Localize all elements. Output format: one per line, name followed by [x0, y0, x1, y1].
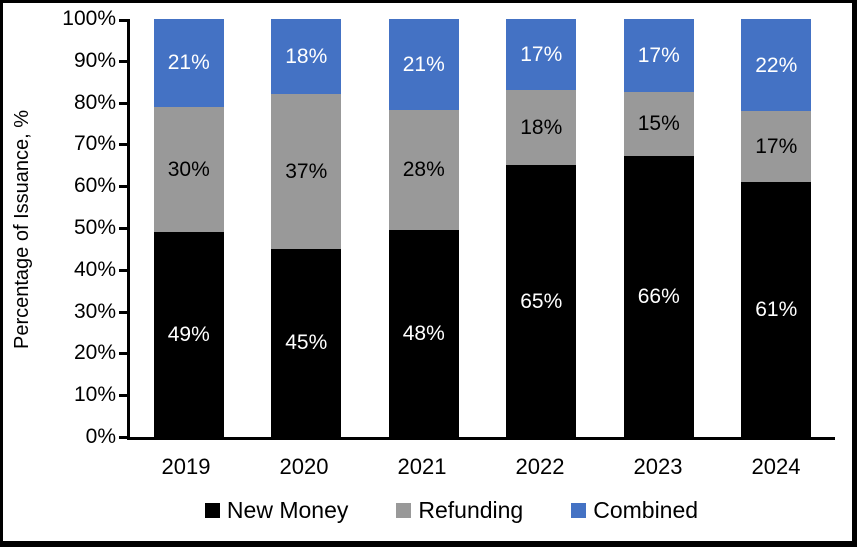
- bar-segment-label: 21%: [167, 51, 210, 75]
- bar-slot-2022: 65% 18% 17%: [483, 19, 601, 437]
- y-tick-label: 60%: [73, 174, 116, 198]
- y-tick-label: 0%: [85, 425, 116, 448]
- legend-label-combined: Combined: [593, 497, 699, 523]
- y-tick-label: 40%: [73, 257, 116, 281]
- y-axis-title-wrap: Percentage of Issuance, %: [3, 19, 43, 440]
- y-tick-mark: [119, 185, 127, 189]
- bar-segment-combined-2019: 21%: [153, 19, 224, 107]
- legend-swatch-combined: [571, 503, 587, 518]
- legend-label-refunding: Refunding: [418, 497, 524, 523]
- legend: New Money Refunding Combined: [51, 497, 852, 524]
- legend-item-refunding: Refunding: [396, 497, 523, 524]
- plot-area: 49% 30% 21% 45% 37% 18% 48% 28% 21% 65% 18% 17% 66% 1…: [62, 7, 835, 448]
- bar-segment-combined-2020: 18%: [271, 19, 342, 95]
- x-label-2019: 2019: [161, 454, 211, 479]
- legend-label-new-money: New Money: [226, 497, 349, 523]
- bars-container: 49% 30% 21% 45% 37% 18% 48% 28% 21% 65% 18% 17% 66% 1…: [130, 19, 835, 437]
- bar-slot-2021: 48% 28% 21%: [365, 19, 483, 437]
- bar-segment-refunding-2019: 30%: [153, 106, 224, 233]
- x-label-2022: 2022: [515, 454, 565, 479]
- bar-segment-label: 21%: [402, 52, 445, 76]
- y-tick-label: 80%: [73, 90, 116, 114]
- legend-swatch-refunding: [396, 503, 412, 518]
- y-axis-title: Percentage of Issuance, %: [11, 109, 34, 350]
- legend-item-new-money: New Money: [204, 497, 349, 524]
- y-tick-mark: [119, 19, 127, 22]
- x-label-2023: 2023: [633, 454, 683, 479]
- bar-2024: 61% 17% 22%: [741, 19, 812, 437]
- y-tick-label: 70%: [73, 132, 116, 156]
- bar-segment-label: 17%: [755, 135, 798, 158]
- x-label-2020: 2020: [279, 454, 329, 479]
- y-tick-mark: [119, 268, 127, 272]
- y-tick-mark: [119, 143, 127, 147]
- x-axis-labels: 2019 2020 2021 2022 2023 2024: [127, 454, 835, 480]
- y-tick-label: 30%: [73, 299, 116, 323]
- bar-segment-label: 30%: [167, 157, 210, 181]
- bar-segment-combined-2023: 17%: [623, 19, 694, 92]
- bar-slot-2023: 66% 15% 17%: [600, 19, 718, 437]
- bar-segment-label: 66%: [637, 284, 680, 308]
- bar-segment-label: 17%: [637, 43, 680, 67]
- bar-segment-refunding-2024: 17%: [741, 110, 812, 183]
- y-tick-mark: [119, 352, 127, 356]
- x-label-2024: 2024: [751, 454, 801, 479]
- y-tick-mark: [119, 394, 127, 398]
- bar-segment-label: 45%: [285, 331, 328, 355]
- bar-segment-label: 18%: [285, 45, 328, 69]
- y-tick-mark: [119, 310, 127, 314]
- bar-segment-label: 48%: [402, 322, 445, 346]
- bar-2023: 66% 15% 17%: [623, 19, 694, 437]
- bar-segment-refunding-2022: 18%: [506, 90, 577, 166]
- legend-swatch-new-money: [204, 503, 220, 518]
- y-tick-label: 90%: [73, 48, 116, 72]
- bar-segment-new-money-2022: 65%: [506, 165, 577, 437]
- legend-item-combined: Combined: [571, 497, 698, 524]
- y-tick-label: 100%: [62, 7, 116, 30]
- bar-segment-label: 49%: [167, 323, 210, 347]
- bar-segment-new-money-2021: 48%: [388, 230, 459, 437]
- y-tick-label: 50%: [73, 216, 116, 239]
- y-tick-label: 10%: [73, 383, 116, 407]
- bar-segment-label: 17%: [520, 43, 563, 67]
- bar-segment-label: 18%: [520, 116, 563, 140]
- bar-segment-label: 22%: [755, 53, 798, 77]
- x-label-2021: 2021: [397, 454, 447, 479]
- bar-2021: 48% 28% 21%: [388, 19, 459, 437]
- bar-segment-label: 37%: [285, 160, 328, 184]
- bar-segment-refunding-2023: 15%: [623, 91, 694, 156]
- bar-segment-new-money-2019: 49%: [153, 232, 224, 437]
- bar-slot-2020: 45% 37% 18%: [248, 19, 366, 437]
- bar-segment-combined-2024: 22%: [741, 19, 812, 111]
- y-tick-mark: [119, 436, 127, 439]
- bar-segment-refunding-2020: 37%: [271, 94, 342, 249]
- bar-slot-2024: 61% 17% 22%: [718, 19, 836, 437]
- bar-segment-label: 65%: [520, 289, 563, 313]
- y-tick-mark: [119, 101, 127, 105]
- bar-2019: 49% 30% 21%: [153, 19, 224, 437]
- bar-segment-label: 28%: [402, 158, 445, 182]
- y-tick-label: 20%: [73, 341, 116, 365]
- bar-2022: 65% 18% 17%: [506, 19, 577, 437]
- bar-segment-combined-2021: 21%: [388, 19, 459, 110]
- bar-segment-new-money-2020: 45%: [271, 248, 342, 437]
- bar-2020: 45% 37% 18%: [271, 19, 342, 437]
- bar-slot-2019: 49% 30% 21%: [130, 19, 248, 437]
- bar-segment-new-money-2023: 66%: [623, 155, 694, 437]
- bar-segment-refunding-2021: 28%: [388, 109, 459, 231]
- bar-segment-label: 15%: [637, 112, 680, 136]
- bar-segment-new-money-2024: 61%: [741, 182, 812, 437]
- bar-segment-combined-2022: 17%: [506, 19, 577, 91]
- bar-segment-label: 61%: [755, 298, 798, 322]
- y-tick-mark: [119, 59, 127, 63]
- y-tick-mark: [119, 227, 127, 230]
